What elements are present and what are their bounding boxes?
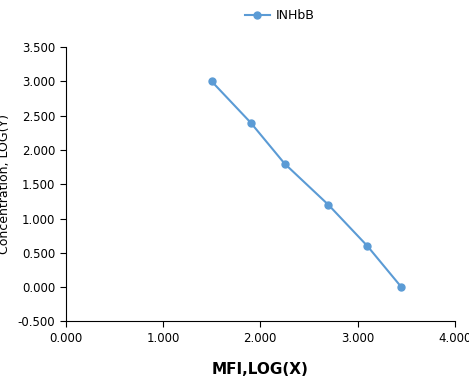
INHbB — [399, 285, 404, 289]
INHbB — [209, 79, 214, 84]
Line: INHbB: INHbB — [208, 78, 405, 290]
INHbB — [364, 243, 370, 249]
Y-axis label: Concentration, LOG(Y): Concentration, LOG(Y) — [0, 114, 11, 254]
Legend: INHbB: INHbB — [240, 4, 320, 27]
INHbB — [282, 162, 287, 166]
INHbB — [248, 120, 253, 125]
X-axis label: MFI,LOG(X): MFI,LOG(X) — [212, 361, 309, 377]
INHbB — [325, 202, 331, 207]
